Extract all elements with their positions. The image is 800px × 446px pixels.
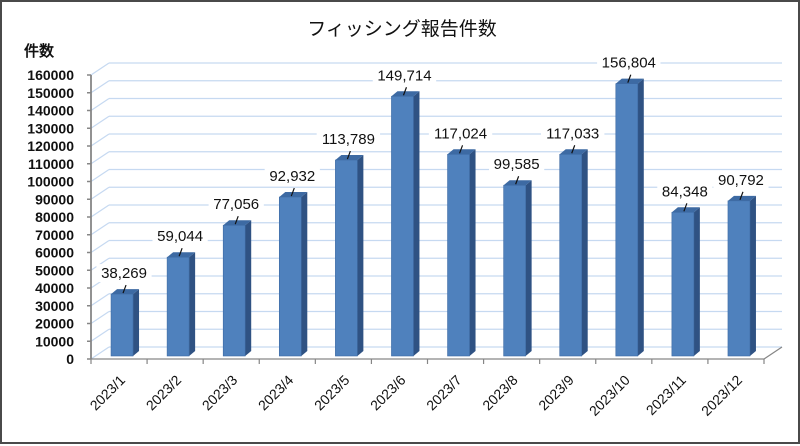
y-tick-label: 140000 (27, 103, 74, 119)
y-tick-label: 10000 (35, 333, 74, 349)
bar: 99,585 (489, 155, 545, 357)
bar: 117,024 (428, 124, 493, 357)
x-tick-label: 2023/4 (255, 372, 297, 414)
data-label: 77,056 (213, 196, 259, 213)
data-label: 149,714 (377, 67, 431, 84)
y-tick-label: 50000 (35, 262, 74, 278)
gridline-side (90, 311, 110, 324)
bar: 113,789 (316, 130, 381, 357)
bar: 84,348 (657, 182, 713, 357)
chart-title: フィッシング報告件数 (307, 18, 497, 40)
data-label: 92,932 (269, 168, 315, 185)
x-tick-label: 2023/12 (698, 372, 745, 419)
bar: 38,269 (96, 264, 152, 357)
data-label: 156,804 (602, 55, 656, 72)
y-tick-label: 110000 (28, 156, 74, 172)
x-tick-label: 2023/7 (423, 372, 465, 414)
y-tick-label: 100000 (27, 174, 74, 190)
gridline-side (90, 98, 110, 111)
gridline-side (90, 62, 110, 76)
y-tick-label: 120000 (27, 138, 74, 154)
y-tick-label: 160000 (27, 67, 74, 83)
bar: 90,792 (713, 170, 769, 357)
gridline-side (90, 169, 110, 182)
gridline-side (90, 115, 110, 129)
y-tick-label: 130000 (27, 120, 74, 136)
data-label: 59,044 (157, 228, 203, 245)
x-axis-ticks: 2023/1 2023/2 2023/3 2023/4 2023/5 2023/6 2023… (87, 372, 746, 419)
x-tick-label: 2023/11 (643, 372, 690, 419)
bar: 92,932 (264, 167, 320, 357)
x-tick-label: 2023/2 (143, 372, 185, 414)
gridline-side (90, 80, 110, 94)
gridlines (90, 62, 782, 360)
bar: 156,804 (597, 53, 661, 357)
gridline-side (90, 240, 110, 253)
bars: 38,269 59,044 77,056 92,932 113,789 149,714 11… (96, 53, 769, 357)
data-label: 113,789 (322, 131, 375, 148)
gridline-side (90, 346, 110, 360)
y-tick-label: 150000 (27, 85, 74, 101)
bar: 117,033 (541, 124, 605, 357)
y-axis-label: 件数 (24, 42, 55, 60)
x-tick-label: 2023/1 (87, 372, 129, 414)
gridline-side (90, 328, 110, 342)
gridline-side (90, 133, 110, 147)
x-tick-label: 2023/8 (479, 372, 521, 414)
bar: 77,056 (208, 195, 264, 357)
gridline-side (90, 222, 110, 236)
gridline-side (90, 186, 110, 200)
y-tick-label: 30000 (35, 298, 74, 314)
y-tick-label: 70000 (35, 227, 74, 243)
y-tick-label: 80000 (35, 209, 74, 225)
data-label: 99,585 (494, 156, 540, 173)
data-label: 90,792 (718, 172, 764, 189)
x-tick-label: 2023/6 (367, 372, 409, 414)
gridline-side (90, 293, 110, 307)
y-tick-label: 60000 (35, 245, 74, 261)
data-label: 117,024 (434, 125, 487, 142)
bar: 149,714 (372, 66, 437, 357)
y-tick-label: 20000 (35, 316, 74, 332)
data-label: 117,033 (546, 125, 599, 142)
x-tick-label: 2023/9 (535, 372, 577, 414)
x-tick-label: 2023/5 (311, 372, 353, 414)
x-tick-label: 2023/10 (586, 372, 633, 419)
y-tick-label: 0 (66, 351, 74, 367)
axes (87, 74, 783, 364)
x-tick-label: 2023/3 (199, 372, 241, 414)
bar: 59,044 (152, 227, 208, 357)
data-label: 84,348 (662, 183, 708, 200)
y-tick-label: 40000 (35, 280, 74, 296)
gridline-side (90, 151, 110, 165)
data-label: 38,269 (101, 265, 147, 282)
gridline-side (90, 204, 110, 218)
y-tick-label: 90000 (35, 191, 74, 207)
